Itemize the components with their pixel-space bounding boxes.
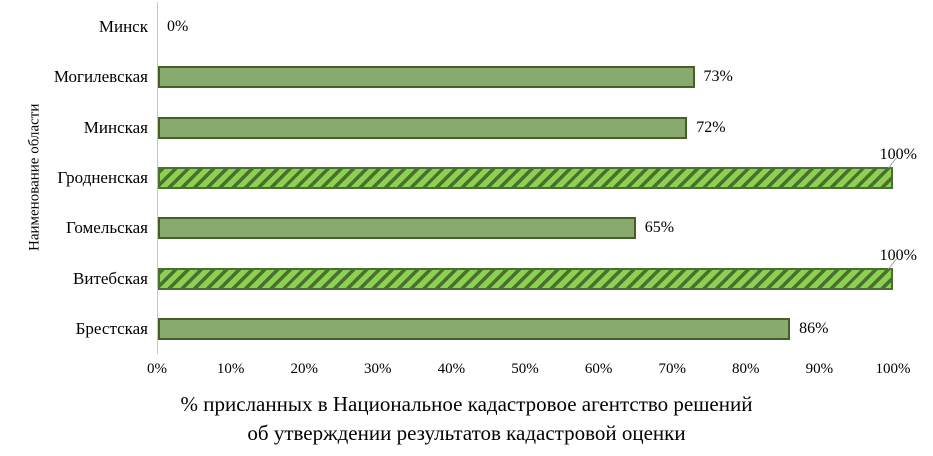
bar-hatched	[158, 166, 893, 189]
value-label: 65%	[644, 219, 675, 237]
chart-rows: Минск 0% Могилевская 73% Минская 72% Гродненск…	[54, 2, 917, 354]
x-tick-label: 90%	[805, 361, 834, 377]
category-label: Минск	[98, 17, 148, 37]
category-label: Витебская	[73, 268, 148, 288]
category-label: Гомельская	[66, 218, 148, 238]
chart-row: Минская 72%	[84, 103, 893, 153]
value-label: 0%	[167, 18, 189, 36]
bar-solid	[158, 116, 688, 139]
plot-area: Минск 0% Могилевская 73% Минская 72% Гродненск…	[54, 2, 917, 354]
x-tick-label: 70%	[658, 361, 686, 377]
bar-solid	[158, 317, 791, 340]
chart-title: % присланных в Национальное кадастровое …	[0, 390, 933, 448]
x-axis: 0% 10% 20% 30% 40% 50% 60% 70% 80% 90% 100%	[147, 354, 911, 380]
x-tick-label: 50%	[511, 361, 539, 377]
category-label: Гродненская	[57, 167, 148, 187]
value-label: 100%	[879, 246, 917, 264]
x-tick-label: 60%	[584, 361, 613, 377]
value-label: 100%	[879, 145, 917, 163]
bar-hatched	[158, 267, 893, 290]
category-label: Могилевская	[53, 67, 148, 87]
chart-title-line2: об утверждении результатов кадастровой о…	[247, 420, 686, 445]
category-label: Минская	[83, 117, 148, 137]
x-tick-label: 10%	[216, 361, 245, 377]
chart-row: Минск 0%	[99, 2, 893, 52]
x-tick-label: 30%	[364, 361, 392, 377]
chart-row: Витебская 100%	[73, 247, 917, 303]
chart-title-line1: % присланных в Национальное кадастровое …	[180, 392, 753, 416]
value-label: 86%	[799, 319, 829, 337]
value-label: 72%	[696, 118, 726, 136]
x-tick-label: 0%	[147, 361, 167, 377]
value-label: 73%	[703, 68, 733, 86]
bar-solid	[158, 217, 636, 240]
x-tick-label: 100%	[875, 361, 911, 377]
chart-row: Могилевская 73%	[54, 52, 893, 102]
x-tick-label: 20%	[290, 361, 318, 377]
chart-row: Гродненская 100%	[57, 146, 917, 203]
x-tick-label: 80%	[732, 361, 760, 377]
chart-row: Брестская 86%	[76, 304, 893, 354]
x-tick-label: 40%	[437, 361, 466, 377]
y-axis-title: Наименование области	[26, 103, 43, 251]
chart-row: Гомельская 65%	[66, 203, 893, 253]
bar-solid	[158, 66, 695, 89]
category-label: Брестская	[75, 318, 148, 338]
